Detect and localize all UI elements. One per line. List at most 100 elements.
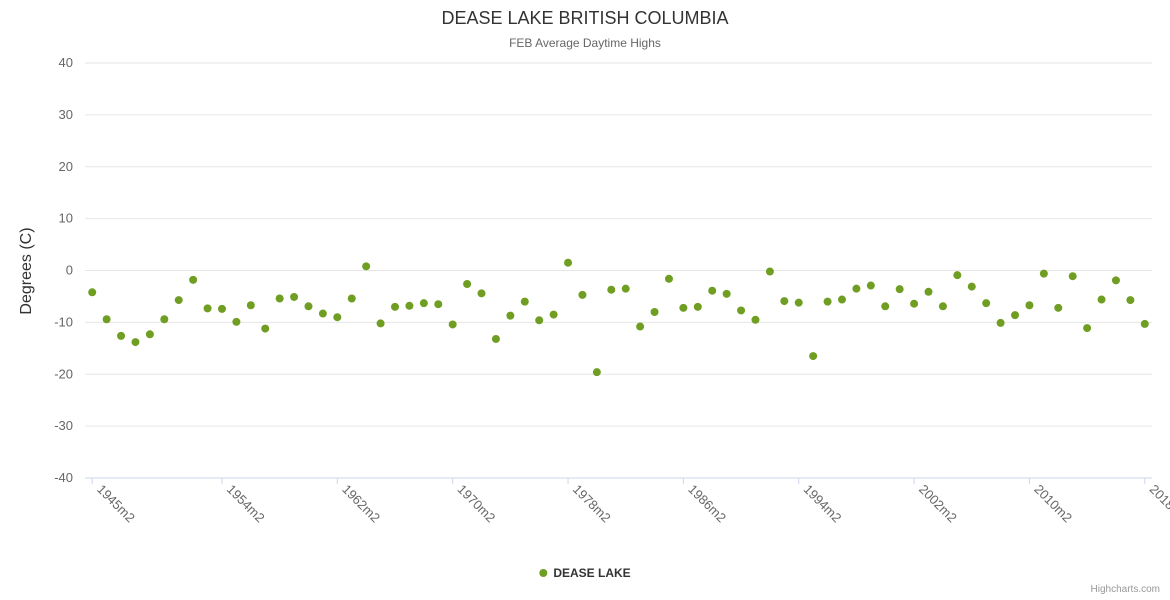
data-point[interactable] bbox=[708, 286, 717, 295]
data-point[interactable] bbox=[592, 368, 601, 377]
data-point[interactable] bbox=[737, 306, 746, 315]
y-axis-tick-label: -40 bbox=[54, 470, 73, 485]
chart-subtitle: FEB Average Daytime Highs bbox=[509, 36, 661, 50]
data-point[interactable] bbox=[693, 302, 702, 311]
data-point[interactable] bbox=[448, 320, 457, 329]
y-axis-tick-label: 30 bbox=[59, 107, 73, 122]
data-point[interactable] bbox=[131, 338, 140, 347]
data-point[interactable] bbox=[982, 299, 991, 308]
legend-marker-icon bbox=[539, 569, 548, 577]
data-point[interactable] bbox=[477, 289, 486, 298]
x-axis-tick-label: 1978m2 bbox=[570, 482, 614, 526]
data-point[interactable] bbox=[1083, 324, 1092, 333]
y-axis-tick-label: 40 bbox=[59, 55, 73, 70]
legend-item[interactable]: DEASE LAKE bbox=[539, 566, 631, 580]
data-point[interactable] bbox=[491, 334, 500, 343]
x-axis-tick-label: 2010m2 bbox=[1031, 482, 1075, 526]
y-axis-tick-label: -20 bbox=[54, 366, 73, 381]
data-point[interactable] bbox=[852, 284, 861, 293]
data-point[interactable] bbox=[823, 297, 832, 306]
data-point[interactable] bbox=[1039, 269, 1048, 278]
data-point[interactable] bbox=[304, 302, 313, 311]
data-point[interactable] bbox=[895, 285, 904, 294]
y-axis-tick-label: 20 bbox=[59, 159, 73, 174]
data-point[interactable] bbox=[333, 313, 342, 322]
data-point[interactable] bbox=[405, 301, 414, 310]
data-point[interactable] bbox=[765, 267, 774, 276]
x-axis-tick-label: 1954m2 bbox=[224, 482, 268, 526]
data-point[interactable] bbox=[1126, 296, 1135, 305]
data-point[interactable] bbox=[1140, 319, 1149, 328]
y-axis-tick-label: 0 bbox=[66, 263, 73, 278]
data-point[interactable] bbox=[1054, 303, 1063, 312]
data-point[interactable] bbox=[1068, 272, 1077, 281]
y-axis-tick-label: 10 bbox=[59, 211, 73, 226]
x-axis-tick-label: 2002m2 bbox=[916, 482, 960, 526]
data-point[interactable] bbox=[549, 310, 558, 319]
data-point[interactable] bbox=[391, 302, 400, 311]
data-point[interactable] bbox=[1025, 301, 1034, 310]
data-point[interactable] bbox=[722, 289, 731, 298]
data-point[interactable] bbox=[463, 279, 472, 288]
data-point[interactable] bbox=[650, 308, 659, 316]
data-point[interactable] bbox=[88, 288, 97, 297]
data-point[interactable] bbox=[535, 316, 544, 325]
data-point[interactable] bbox=[621, 284, 630, 293]
data-point[interactable] bbox=[434, 300, 443, 309]
y-axis-tick-label: -10 bbox=[54, 314, 73, 329]
data-point[interactable] bbox=[347, 294, 356, 303]
data-point[interactable] bbox=[578, 290, 587, 299]
data-point[interactable] bbox=[376, 319, 385, 328]
data-point[interactable] bbox=[809, 352, 818, 361]
data-point[interactable] bbox=[996, 318, 1005, 327]
x-axis-tick-label: 1945m2 bbox=[94, 482, 138, 526]
data-point[interactable] bbox=[117, 331, 126, 340]
data-point[interactable] bbox=[881, 302, 890, 311]
data-point[interactable] bbox=[290, 292, 299, 301]
data-point[interactable] bbox=[1011, 311, 1020, 320]
y-axis-tick-label: -30 bbox=[54, 418, 73, 433]
data-point[interactable] bbox=[318, 309, 327, 318]
chart-title: DEASE LAKE BRITISH COLUMBIA bbox=[441, 8, 729, 28]
data-point[interactable] bbox=[564, 258, 573, 267]
x-axis-tick-label: 2018m2 bbox=[1147, 482, 1170, 526]
data-point[interactable] bbox=[910, 299, 919, 308]
data-point[interactable] bbox=[506, 311, 515, 320]
x-axis-tick-label: 1970m2 bbox=[455, 482, 499, 526]
x-axis-tick-label: 1994m2 bbox=[801, 482, 845, 526]
data-point[interactable] bbox=[607, 285, 616, 294]
data-point[interactable] bbox=[419, 299, 428, 308]
data-point[interactable] bbox=[751, 315, 760, 324]
data-point[interactable] bbox=[794, 298, 803, 307]
data-point[interactable] bbox=[217, 304, 226, 313]
credits-link[interactable]: Highcharts.com bbox=[1090, 584, 1160, 595]
data-point[interactable] bbox=[780, 297, 789, 306]
data-point[interactable] bbox=[189, 275, 198, 284]
data-point[interactable] bbox=[203, 304, 212, 313]
data-point[interactable] bbox=[866, 281, 875, 290]
data-point[interactable] bbox=[664, 274, 673, 283]
data-point[interactable] bbox=[1111, 276, 1120, 285]
data-point[interactable] bbox=[246, 301, 255, 310]
data-point[interactable] bbox=[520, 297, 529, 306]
data-point[interactable] bbox=[837, 295, 846, 304]
data-point[interactable] bbox=[362, 262, 371, 271]
data-point[interactable] bbox=[160, 315, 169, 324]
data-point[interactable] bbox=[953, 271, 962, 280]
data-point[interactable] bbox=[636, 322, 645, 331]
data-point[interactable] bbox=[102, 315, 111, 324]
data-point[interactable] bbox=[679, 303, 688, 312]
data-point[interactable] bbox=[1097, 295, 1106, 304]
x-axis-tick-label: 1986m2 bbox=[685, 482, 729, 526]
data-point[interactable] bbox=[967, 282, 976, 291]
data-point[interactable] bbox=[275, 294, 284, 303]
data-point[interactable] bbox=[174, 296, 183, 305]
data-point[interactable] bbox=[938, 302, 947, 311]
data-point[interactable] bbox=[924, 287, 933, 296]
data-point[interactable] bbox=[261, 324, 270, 333]
legend-label: DEASE LAKE bbox=[553, 566, 631, 580]
data-point[interactable] bbox=[232, 317, 241, 326]
data-point[interactable] bbox=[145, 330, 154, 339]
